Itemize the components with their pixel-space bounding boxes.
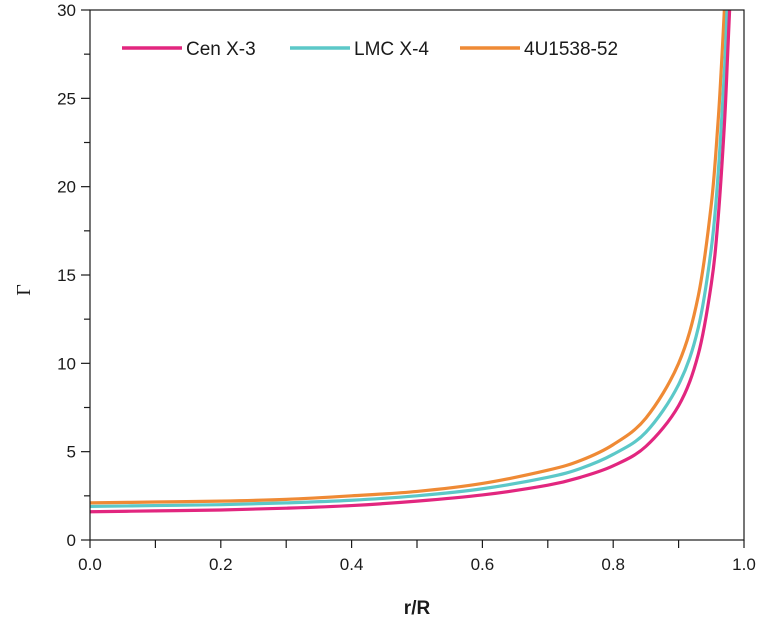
- series-layer: [90, 10, 732, 514]
- legend-label: 4U1538-52: [524, 39, 618, 60]
- x-tick-label: 0.4: [340, 555, 364, 574]
- plot-frame: [89, 9, 745, 541]
- legend: Cen X-3 LMC X-4 4U1538-52: [122, 39, 618, 60]
- y-tick-label: 5: [67, 443, 76, 462]
- y-tick-label: 30: [57, 1, 76, 20]
- x-axis: 0.0 0.2 0.4 0.6 0.8 1.0: [78, 540, 756, 574]
- x-tick-label: 0.0: [78, 555, 102, 574]
- series-line-cen-x-3: [90, 10, 732, 514]
- legend-label: Cen X-3: [186, 39, 256, 60]
- x-tick-label: 0.2: [209, 555, 233, 574]
- y-axis-title: Γ: [13, 284, 35, 296]
- y-tick-label: 10: [57, 354, 76, 373]
- y-tick-label: 20: [57, 178, 76, 197]
- series-line-4u1538-52: [90, 10, 726, 505]
- series-line-lmc-x-4: [90, 10, 729, 509]
- legend-label: LMC X-4: [354, 39, 429, 60]
- y-tick-label: 15: [57, 266, 76, 285]
- y-tick-label: 0: [67, 531, 76, 550]
- x-axis-title: r/R: [404, 598, 431, 619]
- x-tick-label: 0.8: [601, 555, 625, 574]
- x-tick-label: 1.0: [732, 555, 756, 574]
- x-tick-label: 0.6: [471, 555, 495, 574]
- y-axis: 0 5 10 15 20 25 30: [57, 1, 90, 550]
- y-tick-label: 25: [57, 89, 76, 108]
